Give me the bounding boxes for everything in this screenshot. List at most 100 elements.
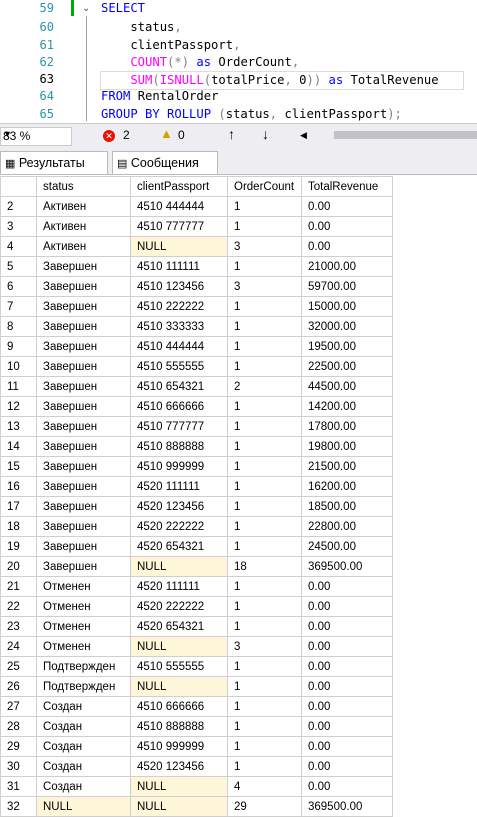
cell-totalrevenue[interactable]: 369500.00 <box>301 796 393 817</box>
scroll-left-icon[interactable]: ◀ <box>300 130 307 140</box>
cell-status[interactable]: Активен <box>36 196 131 217</box>
cell-totalrevenue[interactable]: 0.00 <box>301 616 393 637</box>
cell-ordercount[interactable]: 1 <box>227 416 302 437</box>
cell-status[interactable]: Создан <box>36 776 131 797</box>
table-row[interactable]: 29 Создан 4510 999999 1 0.00 <box>0 736 393 757</box>
cell-clientpassport[interactable]: 4510 666666 <box>130 696 228 717</box>
row-number[interactable]: 25 <box>0 656 37 677</box>
cell-clientpassport[interactable]: 4510 666666 <box>130 396 228 417</box>
row-number[interactable]: 9 <box>0 336 37 357</box>
cell-clientpassport[interactable]: 4510 222222 <box>130 296 228 317</box>
row-number[interactable]: 16 <box>0 476 37 497</box>
code-line[interactable]: SELECT <box>101 0 145 17</box>
cell-totalrevenue[interactable]: 0.00 <box>301 576 393 597</box>
table-row[interactable]: 32 NULL NULL 29 369500.00 <box>0 796 393 817</box>
cell-ordercount[interactable]: 1 <box>227 516 302 537</box>
table-row[interactable]: 27 Создан 4510 666666 1 0.00 <box>0 696 393 717</box>
cell-status[interactable]: Создан <box>36 756 131 777</box>
cell-clientpassport[interactable]: NULL <box>130 776 228 797</box>
table-row[interactable]: 19 Завершен 4520 654321 1 24500.00 <box>0 536 393 557</box>
row-number[interactable]: 7 <box>0 296 37 317</box>
column-header-ordercount[interactable]: OrderCount <box>227 176 302 197</box>
cell-clientpassport[interactable]: 4510 888888 <box>130 436 228 457</box>
row-header-corner[interactable] <box>0 176 37 197</box>
column-header-status[interactable]: status <box>36 176 131 197</box>
cell-totalrevenue[interactable]: 15000.00 <box>301 296 393 317</box>
row-number[interactable]: 17 <box>0 496 37 517</box>
row-number[interactable]: 19 <box>0 536 37 557</box>
cell-ordercount[interactable]: 1 <box>227 336 302 357</box>
fold-toggle-icon[interactable]: ⌄ <box>82 3 91 14</box>
table-row[interactable]: 18 Завершен 4520 222222 1 22800.00 <box>0 516 393 537</box>
cell-totalrevenue[interactable]: 22800.00 <box>301 516 393 537</box>
row-number[interactable]: 10 <box>0 356 37 377</box>
row-number[interactable]: 24 <box>0 636 37 657</box>
row-number[interactable]: 27 <box>0 696 37 717</box>
cell-status[interactable]: Завершен <box>36 256 131 277</box>
cell-ordercount[interactable]: 3 <box>227 276 302 297</box>
table-row[interactable]: 9 Завершен 4510 444444 1 19500.00 <box>0 336 393 357</box>
cell-clientpassport[interactable]: 4520 222222 <box>130 516 228 537</box>
cell-totalrevenue[interactable]: 22500.00 <box>301 356 393 377</box>
row-number[interactable]: 2 <box>0 196 37 217</box>
cell-status[interactable]: Завершен <box>36 516 131 537</box>
cell-status[interactable]: Отменен <box>36 616 131 637</box>
arrow-up-icon[interactable]: ↑ <box>228 126 235 142</box>
cell-totalrevenue[interactable]: 19500.00 <box>301 336 393 357</box>
row-number[interactable]: 18 <box>0 516 37 537</box>
cell-totalrevenue[interactable]: 0.00 <box>301 676 393 697</box>
code-line[interactable]: SUM(ISNULL(totalPrice, 0)) as TotalReven… <box>100 71 464 90</box>
row-number[interactable]: 20 <box>0 556 37 577</box>
table-row[interactable]: 22 Отменен 4520 222222 1 0.00 <box>0 596 393 617</box>
table-row[interactable]: 16 Завершен 4520 111111 1 16200.00 <box>0 476 393 497</box>
cell-status[interactable]: Отменен <box>36 576 131 597</box>
table-row[interactable]: 23 Отменен 4520 654321 1 0.00 <box>0 616 393 637</box>
table-row[interactable]: 13 Завершен 4510 777777 1 17800.00 <box>0 416 393 437</box>
code-line[interactable]: status, <box>101 19 181 36</box>
cell-clientpassport[interactable]: 4510 654321 <box>130 376 228 397</box>
cell-totalrevenue[interactable]: 21000.00 <box>301 256 393 277</box>
row-number[interactable]: 6 <box>0 276 37 297</box>
cell-totalrevenue[interactable]: 0.00 <box>301 236 393 257</box>
cell-ordercount[interactable]: 1 <box>227 496 302 517</box>
cell-status[interactable]: Завершен <box>36 476 131 497</box>
table-row[interactable]: 15 Завершен 4510 999999 1 21500.00 <box>0 456 393 477</box>
horizontal-scrollbar[interactable] <box>334 131 477 139</box>
table-row[interactable]: 7 Завершен 4510 222222 1 15000.00 <box>0 296 393 317</box>
cell-totalrevenue[interactable]: 19800.00 <box>301 436 393 457</box>
cell-ordercount[interactable]: 1 <box>227 216 302 237</box>
cell-ordercount[interactable]: 1 <box>227 316 302 337</box>
cell-status[interactable]: Завершен <box>36 496 131 517</box>
cell-ordercount[interactable]: 1 <box>227 596 302 617</box>
sql-editor[interactable]: ⌄ 59 60 61 62 63 64 65 SELECT status, clientPa… <box>0 0 477 123</box>
cell-clientpassport[interactable]: 4510 111111 <box>130 256 228 277</box>
table-row[interactable]: 6 Завершен 4510 123456 3 59700.00 <box>0 276 393 297</box>
cell-ordercount[interactable]: 1 <box>227 256 302 277</box>
cell-clientpassport[interactable]: 4510 444444 <box>130 336 228 357</box>
row-number[interactable]: 12 <box>0 396 37 417</box>
cell-totalrevenue[interactable]: 24500.00 <box>301 536 393 557</box>
cell-status[interactable]: Завершен <box>36 276 131 297</box>
row-number[interactable]: 5 <box>0 256 37 277</box>
cell-status[interactable]: Завершен <box>36 416 131 437</box>
cell-ordercount[interactable]: 3 <box>227 636 302 657</box>
cell-ordercount[interactable]: 1 <box>227 456 302 477</box>
cell-status[interactable]: Завершен <box>36 436 131 457</box>
cell-clientpassport[interactable]: 4510 123456 <box>130 276 228 297</box>
cell-status[interactable]: Активен <box>36 236 131 257</box>
cell-totalrevenue[interactable]: 0.00 <box>301 756 393 777</box>
cell-totalrevenue[interactable]: 0.00 <box>301 736 393 757</box>
row-number[interactable]: 8 <box>0 316 37 337</box>
cell-totalrevenue[interactable]: 44500.00 <box>301 376 393 397</box>
cell-clientpassport[interactable]: 4520 654321 <box>130 616 228 637</box>
cell-clientpassport[interactable]: 4510 999999 <box>130 736 228 757</box>
code-line[interactable]: GROUP BY ROLLUP (status, clientPassport)… <box>101 106 402 123</box>
cell-clientpassport[interactable]: NULL <box>130 676 228 697</box>
cell-status[interactable]: Завершен <box>36 376 131 397</box>
cell-clientpassport[interactable]: 4510 444444 <box>130 196 228 217</box>
cell-clientpassport[interactable]: 4510 777777 <box>130 416 228 437</box>
cell-status[interactable]: Подтвержден <box>36 676 131 697</box>
table-row[interactable]: 3 Активен 4510 777777 1 0.00 <box>0 216 393 237</box>
row-number[interactable]: 30 <box>0 756 37 777</box>
zoom-select[interactable]: 83 % ▼ <box>0 127 72 146</box>
